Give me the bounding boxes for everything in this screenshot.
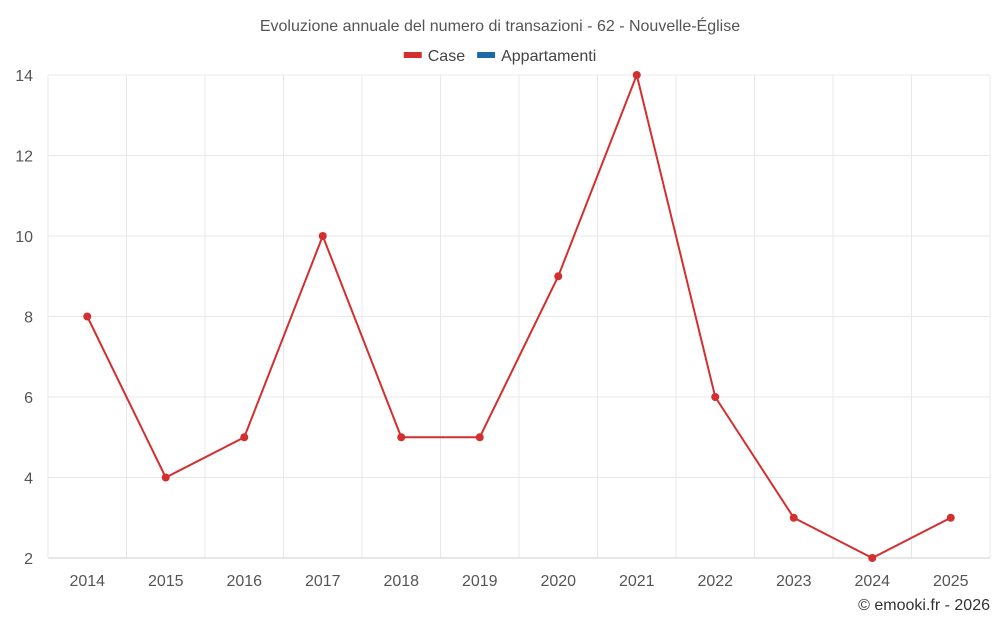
x-tick-label: 2023 xyxy=(776,573,812,590)
y-tick-label: 14 xyxy=(15,68,33,85)
credit-text: © emooki.fr - 2026 xyxy=(858,597,990,614)
legend-label: Appartamenti xyxy=(501,48,596,65)
legend-swatch xyxy=(403,52,422,58)
x-tick-label: 2015 xyxy=(148,573,184,590)
x-tick-label: 2018 xyxy=(383,573,419,590)
grid xyxy=(47,74,991,559)
x-tick-label: 2022 xyxy=(697,573,733,590)
data-point[interactable] xyxy=(83,312,92,321)
data-point[interactable] xyxy=(240,433,249,442)
x-tick-label: 2021 xyxy=(619,573,655,590)
data-point[interactable] xyxy=(318,232,327,240)
y-tick-label: 4 xyxy=(24,471,33,488)
x-tick-label: 2020 xyxy=(540,573,576,590)
data-point[interactable] xyxy=(397,433,406,442)
x-tick-label: 2017 xyxy=(305,573,341,590)
x-tick-label: 2019 xyxy=(462,573,498,590)
legend-label: Case xyxy=(428,48,465,65)
legend-item[interactable]: Appartamenti xyxy=(477,48,596,65)
y-tick-label: 10 xyxy=(15,229,33,246)
x-tick-label: 2014 xyxy=(69,573,105,590)
x-tick-label: 2024 xyxy=(854,573,890,590)
data-point[interactable] xyxy=(946,513,955,522)
x-axis-ticks: 2014 2015 2016 2017 2018 2019 2020 2021 2022 2023… xyxy=(69,573,968,590)
legend: Case Appartamenti xyxy=(403,48,596,65)
y-tick-label: 12 xyxy=(15,149,33,166)
legend-swatch xyxy=(477,52,496,58)
data-point[interactable] xyxy=(711,393,720,401)
data-point[interactable] xyxy=(789,513,798,522)
data-point[interactable] xyxy=(475,433,484,442)
x-tick-label: 2016 xyxy=(226,573,262,590)
data-point[interactable] xyxy=(868,554,877,562)
y-tick-label: 6 xyxy=(24,390,33,407)
chart-title: Evoluzione annuale del numero di transaz… xyxy=(260,16,740,35)
x-tick-label: 2025 xyxy=(933,573,969,590)
data-point[interactable] xyxy=(161,473,170,482)
data-point[interactable] xyxy=(554,272,563,281)
y-axis-ticks: 2 4 6 8 10 12 14 xyxy=(15,68,33,568)
data-point[interactable] xyxy=(632,71,641,79)
legend-item[interactable]: Case xyxy=(403,48,465,65)
series-line xyxy=(86,71,952,560)
series-layer xyxy=(83,71,955,562)
y-tick-label: 2 xyxy=(24,551,33,568)
y-tick-label: 8 xyxy=(24,310,33,327)
